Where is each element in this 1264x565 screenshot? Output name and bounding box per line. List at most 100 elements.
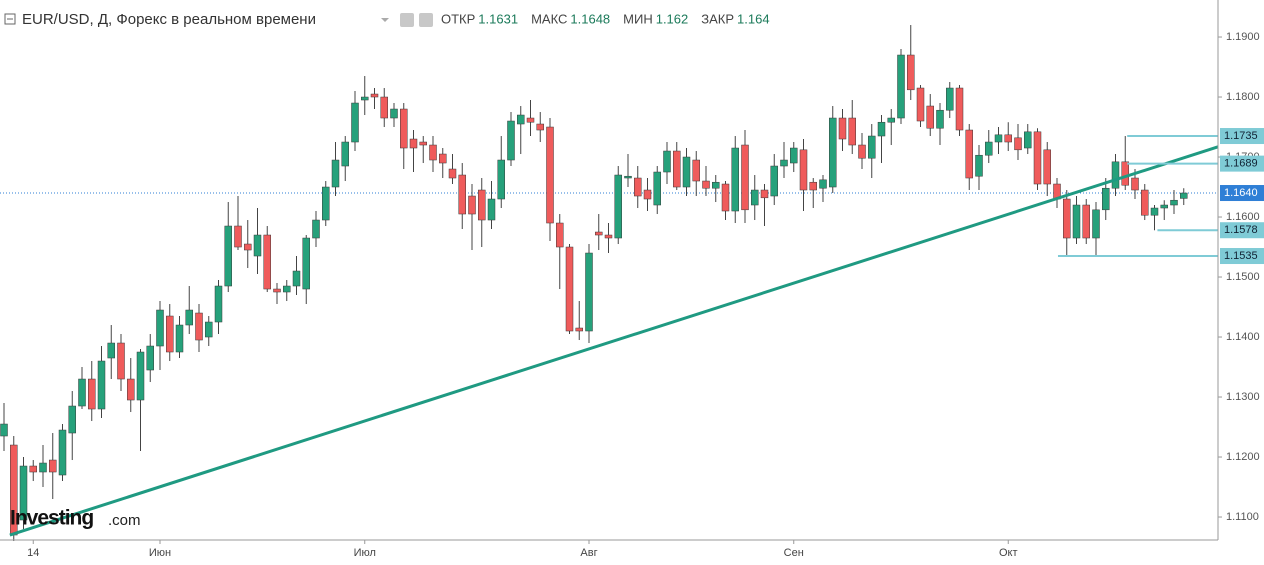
- candle-body: [507, 120, 515, 161]
- ohlc-label: МАКС: [531, 11, 567, 26]
- settings-icon[interactable]: [400, 13, 414, 27]
- candle-body: [78, 378, 86, 407]
- candle-body: [351, 102, 359, 143]
- candle-body: [946, 87, 954, 111]
- candle-body: [156, 309, 164, 347]
- candle-body: [244, 243, 252, 251]
- candle-body: [127, 378, 135, 401]
- candle-body: [175, 324, 184, 353]
- y-tick-label: 1.1900: [1226, 31, 1260, 43]
- candle-body: [88, 378, 96, 410]
- candle-body: [283, 285, 291, 293]
- candle-body: [673, 150, 681, 188]
- ohlc-value: 1.1631: [478, 11, 518, 26]
- candle-body: [273, 288, 281, 293]
- candle-body: [224, 225, 232, 287]
- candle-body: [409, 138, 418, 149]
- level-label: 1.1578: [1224, 224, 1258, 236]
- candle-body: [253, 234, 262, 257]
- candle-body: [829, 117, 837, 188]
- candle-body: [1072, 204, 1081, 239]
- candle-body: [965, 129, 973, 179]
- x-tick-label: Окт: [999, 547, 1018, 559]
- candle-body: [497, 159, 505, 200]
- candle-body: [39, 462, 47, 473]
- settings-icon[interactable]: [419, 13, 433, 27]
- candle-body: [1111, 161, 1120, 189]
- candle-body: [146, 345, 154, 371]
- candle-body: [517, 114, 525, 125]
- candle-body: [331, 159, 340, 188]
- candle-body: [58, 429, 67, 476]
- candle-body: [439, 153, 447, 164]
- candle-body: [1141, 189, 1149, 216]
- level-label-box: [1220, 248, 1264, 265]
- level-label: 1.1689: [1224, 158, 1258, 170]
- candle-body: [1043, 149, 1051, 185]
- candle-body: [292, 270, 301, 287]
- candle-body: [380, 96, 388, 119]
- y-tick-label: 1.1600: [1226, 211, 1260, 223]
- candle-body: [799, 149, 808, 191]
- candle-body: [487, 198, 496, 221]
- candle-body: [263, 234, 271, 290]
- candle-body: [1024, 131, 1032, 149]
- candle-body: [916, 87, 925, 122]
- candle-body: [400, 108, 408, 149]
- candle-body: [1102, 187, 1110, 211]
- candle-body: [370, 93, 379, 98]
- candle-body: [1160, 204, 1168, 209]
- candle-body: [195, 312, 203, 341]
- candle-body: [751, 189, 759, 206]
- candle-body: [731, 147, 739, 212]
- candle-body: [361, 96, 369, 101]
- candle-body: [468, 195, 476, 215]
- candle-body: [692, 159, 700, 182]
- candle-body: [1121, 161, 1129, 186]
- y-tick-label: 1.1800: [1226, 91, 1260, 103]
- candle-body: [741, 144, 749, 211]
- candle-body: [1170, 199, 1178, 206]
- level-label: 1.1535: [1224, 250, 1258, 262]
- dropdown-arrow[interactable]: [381, 18, 389, 22]
- collapse-icon[interactable]: [4, 13, 16, 25]
- x-tick-label: Июл: [354, 547, 376, 559]
- candle-body: [19, 465, 28, 521]
- ohlc-label: ОТКР: [441, 11, 475, 26]
- candle-body: [624, 175, 632, 179]
- ohlc-value: 1.1648: [570, 11, 610, 26]
- candle-body: [1092, 209, 1100, 239]
- candle-body: [770, 165, 778, 197]
- candle-body: [1180, 192, 1188, 199]
- candle-body: [1014, 137, 1022, 151]
- candle-body: [955, 87, 964, 131]
- candle-body: [68, 405, 76, 434]
- chart-title: EUR/USD, Д, Форекс в реальном времени: [22, 11, 316, 28]
- y-tick-label: 1.1100: [1226, 511, 1259, 523]
- candle-body: [721, 183, 730, 212]
- candle-body: [712, 181, 720, 189]
- candle-body: [819, 179, 827, 189]
- last-price-box: [1220, 185, 1264, 202]
- candle-body: [390, 108, 398, 119]
- ohlc-value: 1.164: [737, 11, 770, 26]
- ohlc-header: ОТКР 1.1631 МАКС 1.1648 МИН 1.162 ЗАКР 1.164: [441, 11, 770, 26]
- candle-body: [234, 225, 242, 248]
- candle-body: [848, 117, 856, 146]
- candle-body: [185, 309, 193, 326]
- candle-body: [97, 360, 106, 410]
- candle-body: [205, 321, 213, 338]
- candle-body: [663, 150, 671, 173]
- candle-body: [936, 109, 944, 129]
- candle-body: [575, 327, 583, 332]
- ohlc-value: 1.162: [656, 11, 689, 26]
- candle-body: [478, 189, 486, 221]
- candle-body: [556, 222, 564, 248]
- candle-body: [643, 189, 652, 200]
- candle-body: [790, 147, 798, 164]
- level-label-box: [1220, 222, 1264, 239]
- candle-body: [809, 181, 817, 191]
- last-price-label: 1.1640: [1224, 187, 1258, 199]
- candle-body: [1082, 204, 1090, 239]
